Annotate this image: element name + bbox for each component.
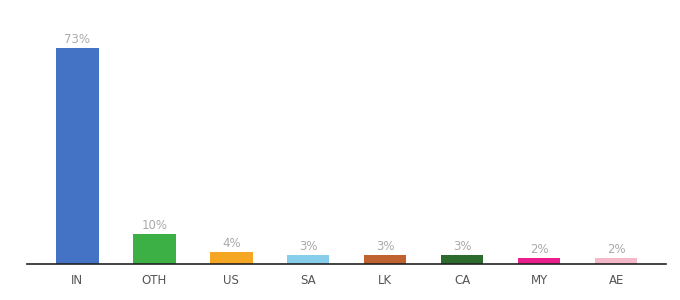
- Bar: [210, 252, 252, 264]
- Bar: [518, 258, 560, 264]
- Bar: [441, 255, 483, 264]
- Text: 10%: 10%: [141, 219, 167, 232]
- Bar: [595, 258, 637, 264]
- Text: 3%: 3%: [299, 240, 318, 253]
- Text: 73%: 73%: [65, 33, 90, 46]
- Bar: [133, 234, 175, 264]
- Text: 2%: 2%: [607, 243, 626, 256]
- Text: 3%: 3%: [376, 240, 394, 253]
- Text: 3%: 3%: [453, 240, 471, 253]
- Text: 4%: 4%: [222, 237, 241, 250]
- Bar: [364, 255, 407, 264]
- Bar: [56, 48, 99, 264]
- Text: 2%: 2%: [530, 243, 549, 256]
- Bar: [287, 255, 330, 264]
